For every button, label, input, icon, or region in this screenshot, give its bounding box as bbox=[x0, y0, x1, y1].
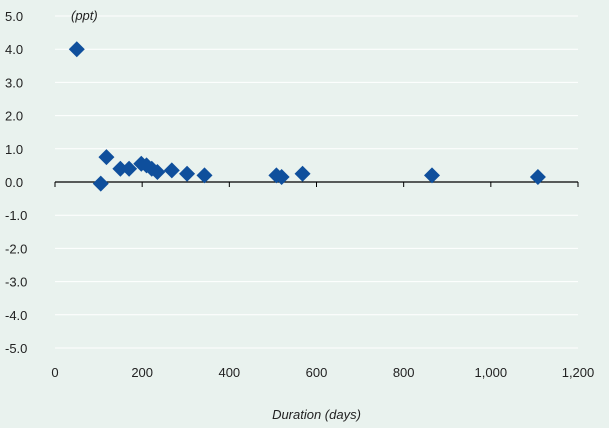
x-tick-label: 200 bbox=[131, 365, 153, 380]
data-point bbox=[92, 175, 109, 192]
data-point bbox=[196, 167, 213, 184]
unit-label: (ppt) bbox=[71, 8, 98, 23]
data-point bbox=[529, 169, 546, 186]
y-tick-label: -2.0 bbox=[5, 241, 27, 256]
y-tick-label: -5.0 bbox=[5, 341, 27, 356]
x-tick-label: 1,200 bbox=[562, 365, 595, 380]
data-point bbox=[68, 41, 85, 58]
y-tick-label: 4.0 bbox=[5, 42, 23, 57]
y-tick-label: 0.0 bbox=[5, 175, 23, 190]
x-tick-label: 1,000 bbox=[475, 365, 508, 380]
y-tick-label: 1.0 bbox=[5, 142, 23, 157]
data-point bbox=[163, 162, 180, 179]
y-tick-label: -1.0 bbox=[5, 208, 27, 223]
data-point bbox=[149, 164, 166, 181]
x-tick-label: 600 bbox=[306, 365, 328, 380]
data-point bbox=[112, 160, 129, 177]
data-points bbox=[68, 41, 546, 192]
data-point bbox=[423, 167, 440, 184]
y-tick-label: -4.0 bbox=[5, 308, 27, 323]
x-tick-label: 800 bbox=[393, 365, 415, 380]
x-axis-title: Duration (days) bbox=[272, 407, 361, 422]
x-axis: 0 200 400 600 800 1,000 1,200 bbox=[51, 181, 595, 380]
y-axis-labels: 5.0 4.0 3.0 2.0 1.0 0.0 -1.0 -2.0 -3.0 -4.0 -5.0 bbox=[5, 9, 27, 356]
y-tick-label: 3.0 bbox=[5, 75, 23, 90]
x-tick-label: 400 bbox=[218, 365, 240, 380]
data-point bbox=[294, 165, 311, 182]
data-point bbox=[98, 149, 115, 166]
data-point bbox=[121, 160, 138, 177]
x-tick-label: 0 bbox=[51, 365, 58, 380]
y-tick-label: 2.0 bbox=[5, 109, 23, 124]
data-point bbox=[179, 165, 196, 182]
y-tick-label: -3.0 bbox=[5, 275, 27, 290]
data-point bbox=[273, 169, 290, 186]
y-tick-label: 5.0 bbox=[5, 9, 23, 24]
